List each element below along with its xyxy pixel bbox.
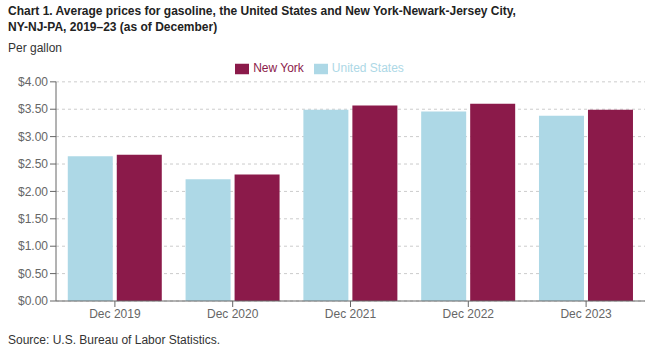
svg-text:$2.00: $2.00	[18, 185, 48, 199]
html-text:NY-NJ-PA, 2019–23 (as of Decem: NY-NJ-PA, 2019–23 (as of December)	[8, 19, 218, 34]
svg-text:Dec 2023: Dec 2023	[560, 307, 612, 321]
svg-text:$2.50: $2.50	[18, 157, 48, 171]
html-text:New York: New York	[253, 61, 304, 76]
svg-text:$3.00: $3.00	[18, 130, 48, 144]
svg-text:$1.00: $1.00	[18, 240, 48, 254]
html-text:Source: U.S. Bureau of Labor S: Source: U.S. Bureau of Labor Statistics.	[8, 333, 221, 348]
html-text:Chart 1. Average prices for ga: Chart 1. Average prices for gasoline, th…	[8, 4, 516, 18]
svg-text:$3.50: $3.50	[18, 103, 48, 117]
svg-text:Dec 2021: Dec 2021	[325, 307, 377, 321]
svg-text:$0.50: $0.50	[18, 267, 48, 281]
svg-text:Dec 2022: Dec 2022	[443, 307, 495, 321]
svg-text:$1.50: $1.50	[18, 212, 48, 226]
svg-text:$4.00: $4.00	[18, 75, 48, 89]
svg-text:$0.00: $0.00	[18, 294, 48, 308]
svg-text:Dec 2019: Dec 2019	[89, 307, 141, 321]
svg-text:Dec 2020: Dec 2020	[207, 307, 259, 321]
html-text:United States: United States	[331, 61, 404, 76]
html-text:Per gallon: Per gallon	[8, 41, 62, 56]
